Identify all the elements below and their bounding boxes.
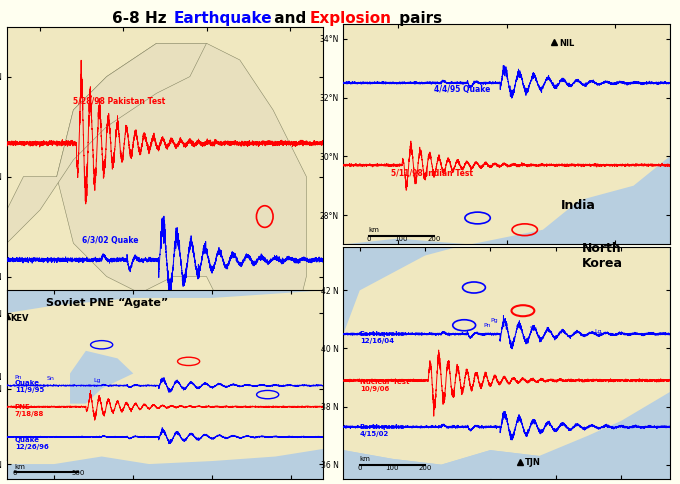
Polygon shape [343, 24, 670, 244]
Polygon shape [56, 43, 307, 377]
Polygon shape [70, 351, 133, 404]
Text: Earthquake
12/16/04: Earthquake 12/16/04 [360, 331, 405, 344]
Text: Pn: Pn [15, 375, 22, 380]
Text: Lg: Lg [94, 378, 101, 383]
Polygon shape [7, 10, 323, 443]
Text: 300: 300 [80, 408, 93, 414]
Text: PNE
7/18/88: PNE 7/18/88 [15, 404, 44, 417]
Text: km: km [360, 456, 371, 462]
Text: HASS: HASS [18, 406, 44, 415]
Text: and: and [269, 11, 311, 26]
Text: KEV: KEV [10, 314, 29, 323]
Text: Pn: Pn [483, 323, 491, 328]
Text: Soviet PNE “Agate”: Soviet PNE “Agate” [46, 298, 169, 307]
Polygon shape [343, 450, 539, 479]
Text: 0: 0 [41, 408, 46, 414]
Text: Earthquake
4/15/02: Earthquake 4/15/02 [360, 424, 405, 437]
Text: Pg: Pg [490, 318, 498, 323]
Text: Quake
12/26/96: Quake 12/26/96 [15, 437, 48, 450]
Polygon shape [7, 43, 207, 243]
Text: Earthquake: Earthquake [173, 11, 272, 26]
Text: Explosion: Explosion [309, 11, 392, 26]
Text: Quake
11/9/95: Quake 11/9/95 [15, 379, 44, 393]
Text: Sn: Sn [530, 326, 537, 331]
Text: Lg: Lg [595, 329, 602, 333]
Text: TJN: TJN [524, 458, 541, 467]
Text: 5/11/98 Indian Test: 5/11/98 Indian Test [390, 168, 473, 178]
Text: pairs: pairs [394, 11, 443, 26]
Text: 6/3/02 Quake: 6/3/02 Quake [82, 236, 138, 245]
Text: 0: 0 [358, 465, 362, 471]
Text: km: km [369, 227, 379, 233]
Text: Sn: Sn [46, 376, 54, 381]
Polygon shape [7, 290, 323, 464]
Text: India: India [561, 199, 596, 212]
Text: 4/4/95 Quake: 4/4/95 Quake [434, 85, 490, 94]
Text: 200: 200 [418, 465, 432, 471]
Text: 100: 100 [386, 465, 399, 471]
Polygon shape [343, 238, 670, 465]
Text: 0: 0 [12, 470, 17, 476]
Text: 200: 200 [427, 236, 441, 242]
Text: Pakistan: Pakistan [215, 372, 282, 386]
Text: 5/28/98 Pakistan Test: 5/28/98 Pakistan Test [73, 96, 166, 105]
Text: 0: 0 [367, 236, 371, 242]
Text: KACST data courtesy of Rodgers and
Al-Amri under a cooperative agreement: KACST data courtesy of Rodgers and Al-Am… [48, 427, 158, 438]
Text: 500: 500 [71, 470, 84, 476]
Text: 6-8 Hz: 6-8 Hz [112, 11, 172, 26]
Text: 100: 100 [394, 236, 408, 242]
Text: km: km [44, 396, 54, 403]
Text: Nuclear Test
10/9/06: Nuclear Test 10/9/06 [360, 378, 409, 392]
Text: North
Korea: North Korea [581, 242, 623, 270]
Text: NIL: NIL [559, 39, 575, 48]
Text: km: km [15, 464, 26, 469]
